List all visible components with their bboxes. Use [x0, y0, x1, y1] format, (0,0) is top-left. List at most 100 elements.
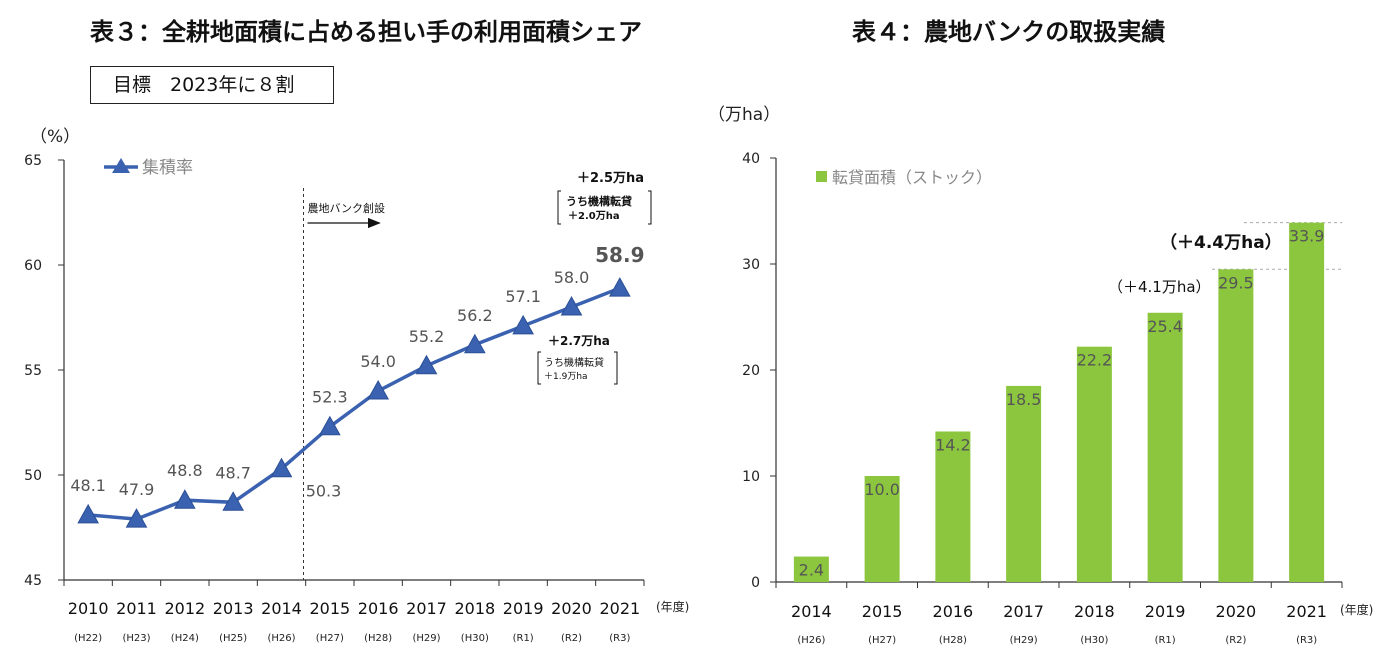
data-label: 25.4: [1147, 317, 1183, 336]
annotation-bracket: [648, 190, 652, 225]
data-point: [512, 314, 535, 335]
x-sub-label: (H30): [461, 633, 489, 644]
x-tick-label: 2015: [862, 602, 903, 621]
annotation-bracket: [557, 190, 561, 225]
x-sub-label: (R2): [1225, 635, 1246, 646]
annotation-sub: うち機構転貸: [566, 194, 632, 208]
x-sub-label: (R3): [609, 633, 630, 644]
data-label: 52.3: [312, 388, 348, 407]
target-box: 目標 2023年に８割: [90, 66, 334, 104]
x-tick-label: 2014: [261, 599, 302, 618]
data-point: [560, 295, 583, 316]
y-tick-label: 60: [24, 258, 42, 274]
data-point: [222, 491, 245, 511]
legend-marker: [112, 158, 130, 173]
x-sub-label: (H30): [1080, 635, 1108, 646]
bar: [1218, 269, 1254, 582]
x-tick-label: 2016: [933, 602, 974, 621]
data-label: 58.9: [595, 243, 644, 267]
data-label: 54.0: [360, 352, 396, 371]
x-tick-label: 2015: [309, 599, 350, 618]
annotation-bracket: [537, 351, 541, 385]
bar-chart: 0 10 20 30 40 （万ha） 2014 (H26) 2015 (H27) 2016 (H28…: [708, 105, 1373, 646]
x-tick-label: 2018: [454, 599, 495, 618]
x-tick-label: 2021: [599, 599, 640, 618]
data-label: 10.0: [864, 480, 900, 499]
data-label: 2.4: [799, 561, 824, 580]
data-label: 22.2: [1077, 351, 1113, 370]
data-point: [270, 457, 293, 478]
y-tick-label: 50: [24, 468, 42, 484]
x-tick-label: 2021: [1286, 602, 1327, 621]
data-label: 55.2: [409, 327, 445, 346]
data-label: 57.1: [505, 287, 541, 306]
data-label: 58.0: [554, 268, 590, 287]
x-tick-label: 2019: [1145, 602, 1186, 621]
y-tick-label: 20: [742, 363, 760, 379]
x-tick-label: 2020: [551, 599, 592, 618]
bar: [1076, 346, 1112, 582]
x-sub-label: (H29): [412, 633, 440, 644]
data-point: [463, 333, 486, 354]
data-label: 50.3: [306, 482, 342, 501]
data-point: [318, 415, 341, 436]
x-sub-label: (H28): [364, 633, 392, 644]
data-label: 29.5: [1218, 273, 1254, 292]
legend-swatch: [816, 171, 827, 182]
data-point: [125, 508, 148, 528]
x-sub-label: (H24): [171, 633, 199, 644]
data-point: [367, 379, 390, 400]
data-point: [77, 503, 100, 524]
y-tick-label: 40: [742, 151, 760, 167]
x-sub-label: (H28): [939, 635, 967, 646]
y-tick-label: 10: [742, 469, 760, 485]
y-tick-label: 45: [24, 573, 42, 589]
annotation-label: （＋4.1万ha）: [1108, 278, 1211, 296]
y-tick-label: 30: [742, 257, 760, 273]
annotation-sub: ＋2.0万ha: [568, 210, 620, 222]
right-chart-title: 表４：農地バンクの取扱実績: [852, 18, 1166, 46]
x-sub-label: (R3): [1296, 635, 1317, 646]
x-tick-label: 2020: [1216, 602, 1257, 621]
legend-label: 転貸面積（ストック）: [832, 168, 992, 187]
y-unit-label: （%）: [30, 127, 80, 147]
x-tick-label: 2017: [1003, 602, 1044, 621]
data-label: 47.9: [119, 480, 155, 499]
x-sub-label: (R2): [561, 633, 582, 644]
y-tick-label: 65: [24, 153, 42, 169]
data-point: [415, 354, 438, 375]
x-tick-label: 2018: [1074, 602, 1115, 621]
data-label: 33.9: [1289, 227, 1325, 246]
bar: [864, 476, 900, 582]
x-tick-label: 2017: [406, 599, 447, 618]
x-sub-label: (H27): [316, 633, 344, 644]
left-chart-title: 表３：全耕地面積に占める担い手の利用面積シェア: [90, 18, 642, 46]
x-sub-label: (R1): [513, 633, 534, 644]
legend-label: 集積率: [142, 158, 193, 178]
x-sub-label: (H27): [868, 635, 896, 646]
annotation-main: ＋2.5万ha: [577, 171, 644, 186]
y-tick-label: 55: [24, 363, 42, 379]
x-unit-label: (年度): [1340, 602, 1373, 617]
x-sub-label: (H26): [267, 633, 295, 644]
series-line: [88, 286, 621, 521]
x-sub-label: (H26): [797, 635, 825, 646]
annotation-label: （＋4.4万ha）: [1160, 232, 1282, 253]
data-point: [173, 489, 196, 509]
x-tick-label: 2016: [358, 599, 399, 618]
x-unit-label: (年度): [656, 599, 689, 614]
line-chart: 45 50 55 60 65 （%） 2010 (H22) 2011 (H23) 2012 (H24)…: [24, 127, 689, 644]
x-sub-label: (R1): [1155, 635, 1176, 646]
x-tick-label: 2011: [116, 599, 157, 618]
annotation-sub: ＋1.9万ha: [544, 371, 588, 382]
data-label: 18.5: [1006, 390, 1042, 409]
bar: [1289, 222, 1325, 582]
x-tick-label: 2014: [791, 602, 832, 621]
divider-label: 農地バンク創設: [308, 201, 386, 215]
annotation-main: ＋2.7万ha: [548, 334, 610, 348]
bar: [935, 431, 971, 582]
data-label: 14.2: [935, 435, 971, 454]
x-tick-label: 2012: [164, 599, 205, 618]
data-point: [608, 277, 631, 297]
